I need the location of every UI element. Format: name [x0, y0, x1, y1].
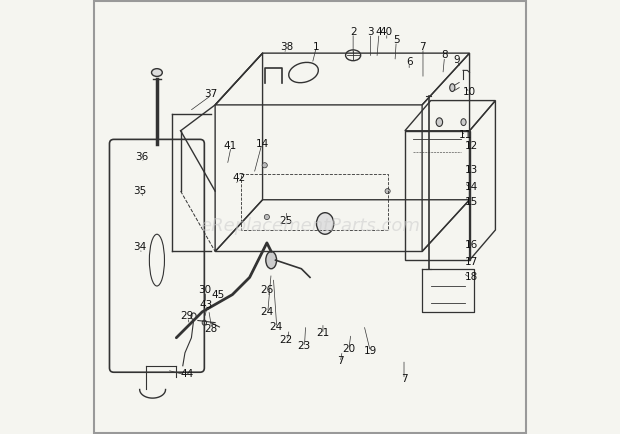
Text: 19: 19: [364, 345, 377, 356]
Text: 3: 3: [367, 26, 374, 36]
Ellipse shape: [436, 118, 443, 126]
Text: 20: 20: [342, 344, 355, 354]
Text: 28: 28: [204, 324, 218, 334]
Text: 9: 9: [453, 55, 460, 65]
Text: 29: 29: [180, 311, 193, 321]
Text: 25: 25: [280, 216, 293, 226]
Text: 35: 35: [133, 186, 146, 196]
Text: 14: 14: [465, 182, 479, 192]
Ellipse shape: [266, 251, 277, 269]
Text: 8: 8: [441, 50, 448, 60]
Ellipse shape: [316, 213, 334, 234]
Text: 12: 12: [465, 141, 479, 151]
Text: 26: 26: [260, 285, 273, 295]
Text: 7: 7: [402, 374, 408, 384]
Text: 45: 45: [211, 289, 225, 299]
Text: 1: 1: [313, 42, 320, 52]
Text: 21: 21: [316, 329, 330, 339]
Circle shape: [264, 214, 270, 220]
Text: 43: 43: [200, 300, 213, 310]
Text: 24: 24: [269, 322, 282, 332]
Text: 2: 2: [350, 26, 356, 36]
Text: 37: 37: [204, 89, 218, 99]
Text: 22: 22: [280, 335, 293, 345]
Text: 10: 10: [463, 87, 476, 97]
Text: eReplacementParts.com: eReplacementParts.com: [200, 217, 420, 235]
Text: 42: 42: [232, 173, 246, 183]
Text: 40: 40: [380, 26, 393, 36]
Text: 15: 15: [465, 197, 479, 207]
Text: 16: 16: [465, 240, 479, 250]
Text: 4: 4: [376, 26, 383, 36]
Text: 18: 18: [465, 273, 479, 283]
Text: 23: 23: [297, 342, 310, 352]
Text: 6: 6: [406, 57, 412, 67]
Text: 7: 7: [337, 356, 343, 366]
Text: 7: 7: [418, 42, 425, 52]
Text: 5: 5: [393, 35, 399, 45]
Text: 34: 34: [133, 242, 146, 252]
Text: 30: 30: [198, 285, 211, 295]
Ellipse shape: [461, 118, 466, 125]
Ellipse shape: [151, 69, 162, 76]
Text: 17: 17: [465, 257, 479, 267]
Text: 44: 44: [180, 369, 193, 379]
Circle shape: [262, 163, 267, 168]
Text: 13: 13: [465, 164, 479, 174]
Text: 36: 36: [135, 151, 148, 161]
Ellipse shape: [450, 84, 455, 92]
Text: 41: 41: [224, 141, 237, 151]
Text: 11: 11: [459, 130, 472, 140]
Circle shape: [385, 188, 390, 194]
Text: 38: 38: [280, 42, 293, 52]
Text: 24: 24: [260, 307, 273, 317]
Text: 14: 14: [256, 139, 269, 149]
